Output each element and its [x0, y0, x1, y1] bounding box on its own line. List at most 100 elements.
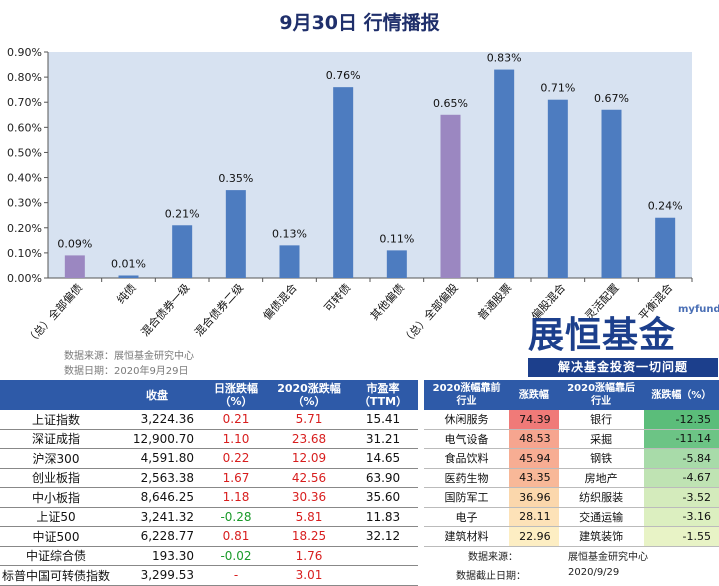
data-label: 0.76%: [326, 69, 361, 82]
table-cell: 银行: [558, 410, 644, 430]
footer-date-value: 2020/9/29: [568, 567, 620, 578]
table-cell: 8,646.25: [112, 487, 202, 508]
table-cell: 15.41: [348, 410, 418, 430]
table-cell: 中证综合债: [0, 546, 112, 566]
index-header: 收盘: [112, 380, 202, 410]
table-cell: -1.55: [643, 526, 719, 547]
table-cell: 32.12: [348, 526, 418, 547]
data-label: 0.35%: [218, 172, 253, 185]
x-tick-label: 可转债: [321, 281, 353, 315]
table-cell: 2,563.38: [112, 468, 202, 488]
bar: [333, 87, 354, 279]
table-cell: 74.39: [509, 410, 559, 430]
table-cell: 3,241.32: [112, 507, 202, 527]
data-label: 0.71%: [540, 82, 575, 95]
table-cell: 11.83: [348, 507, 418, 527]
table-cell: 纺织服装: [558, 487, 644, 508]
table-row: 食品饮料 45.94 钢铁 -5.84: [424, 448, 719, 469]
table-cell: 14.65: [348, 448, 418, 469]
table-cell: 23.68: [270, 429, 348, 449]
sector-header: 2020涨幅靠前 行业: [424, 380, 510, 410]
table-cell: 63.90: [348, 468, 418, 488]
table-cell: 交通运输: [558, 507, 644, 527]
table-cell: 43.35: [509, 468, 559, 488]
y-tick-label: 0.00%: [7, 272, 42, 285]
table-cell: 3,299.53: [112, 565, 202, 586]
y-tick-label: 0.20%: [7, 222, 42, 235]
data-label: 0.21%: [165, 207, 200, 220]
bar: [172, 225, 193, 278]
table-cell: 36.96: [509, 487, 559, 508]
sector-header: 涨跌幅（%）: [643, 380, 719, 410]
data-label: 0.01%: [111, 257, 146, 270]
table-cell: 沪深300: [0, 448, 112, 469]
data-label: 0.24%: [648, 200, 683, 213]
table-cell: -0.28: [202, 507, 270, 527]
data-label: 0.09%: [57, 237, 92, 250]
table-cell: 建筑材料: [424, 526, 510, 547]
table-cell: 18.25: [270, 526, 348, 547]
table-cell: 193.30: [112, 546, 202, 566]
table-row: 沪深300 4,591.80 0.22 12.09 14.65: [0, 448, 418, 469]
table-cell: 30.36: [270, 487, 348, 508]
sector-header: 涨跌幅: [509, 380, 559, 410]
table-cell: 中证500: [0, 526, 112, 547]
table-row: 上证50 3,241.32 -0.28 5.81 11.83: [0, 507, 418, 527]
y-tick-label: 0.30%: [7, 197, 42, 210]
table-cell: 45.94: [509, 448, 559, 469]
logo-main-text: 展恒基金: [528, 315, 677, 356]
table-cell: 电气设备: [424, 429, 510, 449]
table-cell: 12,900.70: [112, 429, 202, 449]
x-tick-label: 混合债券二级: [191, 281, 246, 339]
table-cell: -12.35: [643, 410, 719, 430]
table-row: 创业板指 2,563.38 1.67 42.56 63.90: [0, 468, 418, 488]
table-cell: 建筑装饰: [558, 526, 644, 547]
table-row: 建筑材料 22.96 建筑装饰 -1.55: [424, 526, 719, 547]
y-tick-label: 0.90%: [7, 46, 42, 59]
table-cell: 上证指数: [0, 410, 112, 430]
table-cell: 0.22: [202, 448, 270, 469]
table-row: 中小板指 8,646.25 1.18 30.36 35.60: [0, 487, 418, 508]
table-cell: 1.18: [202, 487, 270, 508]
y-tick-label: 0.70%: [7, 96, 42, 109]
x-tick-label: 混合债券一级: [138, 281, 193, 339]
table-cell: 4,591.80: [112, 448, 202, 469]
x-tick-label: （总）全部偏股: [399, 281, 461, 348]
table-cell: 电子: [424, 507, 510, 527]
bar: [64, 255, 85, 278]
bar: [386, 250, 407, 278]
table-cell: 食品饮料: [424, 448, 510, 469]
table-cell: -11.14: [643, 429, 719, 449]
table-cell: [348, 546, 418, 566]
table-cell: 1.76: [270, 546, 348, 566]
table-cell: [348, 565, 418, 586]
footer-source-label: 数据来源：: [468, 552, 518, 563]
logo-slogan: 解决基金投资一切问题: [528, 358, 718, 377]
table-cell: 48.53: [509, 429, 559, 449]
bar: [225, 190, 246, 278]
table-row: 医药生物 43.35 房地产 -4.67: [424, 468, 719, 488]
y-tick-label: 0.40%: [7, 172, 42, 185]
table-row: 上证指数 3,224.36 0.21 5.71 15.41: [0, 410, 418, 430]
data-label: 0.11%: [379, 232, 414, 245]
data-label: 0.67%: [594, 92, 629, 105]
bar: [547, 99, 568, 278]
table-cell: 标普中国可转债指数: [0, 565, 112, 586]
data-label: 0.65%: [433, 97, 468, 110]
table-cell: 1.67: [202, 468, 270, 488]
table-row: 休闲服务 74.39 银行 -12.35: [424, 410, 719, 430]
footer-source-value: 展恒基金研究中心: [568, 552, 648, 563]
index-header: 市盈率 （TTM）: [348, 380, 418, 410]
index-header: 日涨跌幅 （%）: [202, 380, 270, 410]
table-row: 标普中国可转债指数 3,299.53-3.01: [0, 565, 418, 586]
table-cell: 5.71: [270, 410, 348, 430]
table-cell: 31.21: [348, 429, 418, 449]
footer-date-label: 数据截止日期：: [456, 571, 526, 582]
table-row: 电子 28.11 交通运输 -3.16: [424, 507, 719, 527]
y-tick-label: 0.50%: [7, 146, 42, 159]
table-cell: -4.67: [643, 468, 719, 488]
logo-sub-text: myfund: [678, 304, 719, 315]
table-cell: -0.02: [202, 546, 270, 566]
table-row: 中证综合债 193.30 -0.02 1.76: [0, 546, 418, 566]
table-row: 电气设备 48.53 采掘 -11.14: [424, 429, 719, 449]
